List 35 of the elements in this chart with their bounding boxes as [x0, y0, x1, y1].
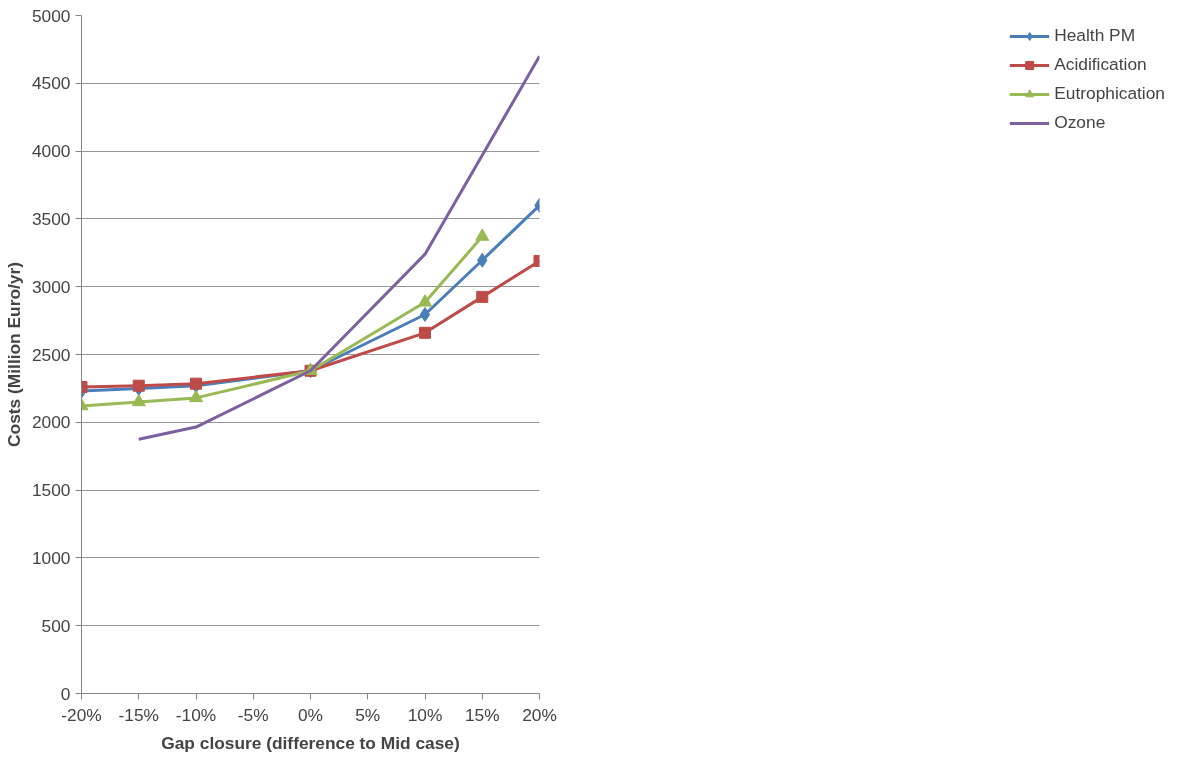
x-tick-label: 0%	[297, 704, 324, 725]
y-tick-label: 3500	[31, 208, 71, 229]
x-axis-title: Gap closure (difference to Mid case)	[161, 732, 460, 753]
x-tick-label: 15%	[464, 704, 500, 725]
y-tick-label: 1000	[31, 547, 71, 568]
point	[475, 228, 490, 241]
legend-label: Ozone	[1054, 112, 1106, 133]
x-tick-label: 10%	[407, 704, 443, 725]
legend-label: Health PM	[1054, 25, 1136, 46]
x-tick-label: 5%	[355, 704, 381, 725]
y-tick-label: 5000	[31, 5, 71, 26]
y-tick-label: 0	[60, 683, 71, 704]
x-tick-label: -10%	[175, 704, 217, 725]
y-tick-label: 2500	[31, 344, 71, 365]
y-tick-label: 4000	[31, 141, 71, 162]
y-tick-label: 500	[41, 615, 71, 636]
line-series	[137, 54, 540, 441]
legend-label: Eutrophication	[1054, 83, 1165, 104]
y-tick-label: 1500	[31, 480, 71, 501]
x-tick-label: -20%	[61, 704, 102, 725]
point	[418, 294, 432, 307]
x-tick-label: -5%	[237, 704, 269, 725]
y-tick-label: 3000	[31, 276, 71, 297]
y-tick-label: 2000	[31, 412, 71, 433]
point	[476, 290, 489, 303]
x-tick-label: 20%	[522, 704, 557, 725]
point	[131, 393, 146, 407]
y-axis-title: Costs (Million Euro/yr)	[3, 262, 24, 447]
point	[189, 389, 203, 403]
point	[419, 326, 431, 339]
legend-label: Acidification	[1054, 54, 1147, 75]
y-tick-label: 4500	[31, 73, 71, 94]
point	[190, 377, 202, 390]
x-tick-label: -15%	[118, 704, 159, 725]
point	[132, 379, 145, 392]
